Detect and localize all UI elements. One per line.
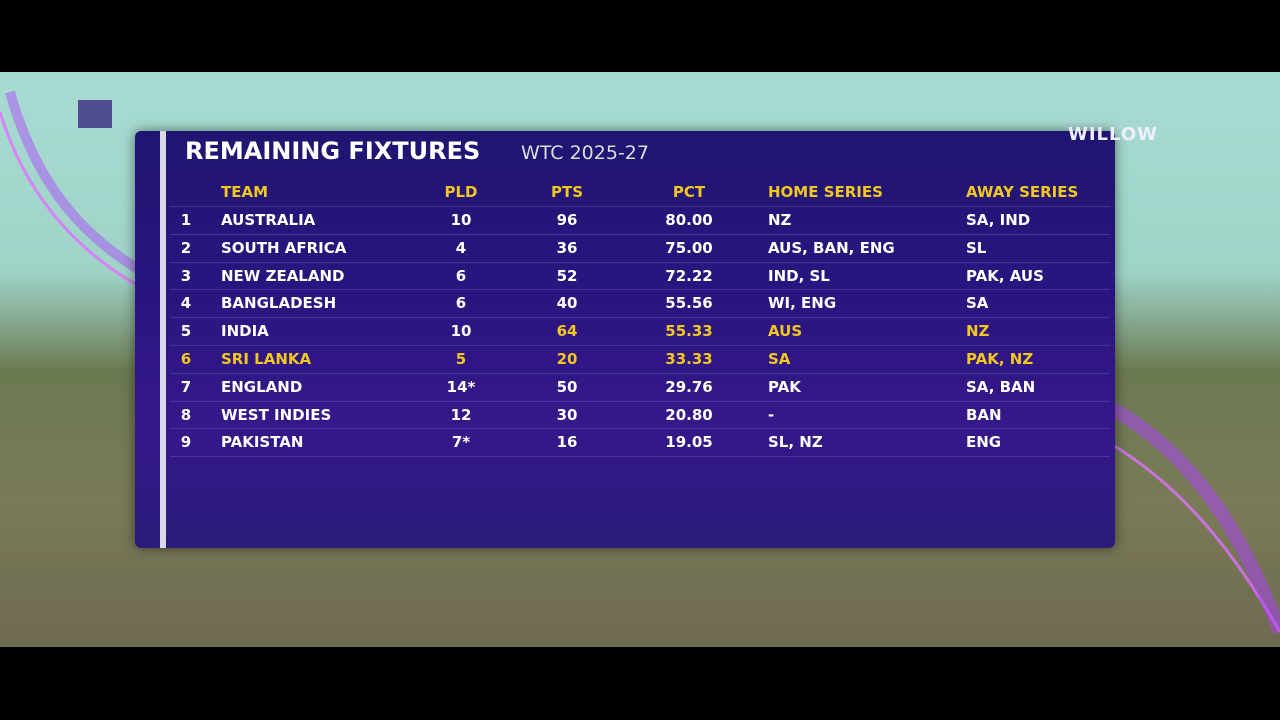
- panel-stripe: [160, 131, 166, 548]
- cell: SL, NZ: [768, 433, 823, 452]
- cell: 6: [180, 350, 192, 368]
- cell: 20.80: [665, 405, 713, 424]
- cell: 55.33: [665, 322, 713, 341]
- cell: SRI LANKA: [221, 350, 312, 368]
- cell: 20: [556, 350, 578, 368]
- cell: 2: [180, 238, 192, 257]
- cell: NEW ZEALAND: [221, 266, 345, 285]
- cell: PAK, NZ: [966, 350, 1034, 368]
- cell: 10: [450, 211, 472, 229]
- cell: ENG: [966, 433, 1002, 452]
- panel: [135, 131, 1115, 548]
- column-header: AWAY SERIES: [966, 183, 1079, 201]
- cell: NZ: [768, 211, 792, 229]
- cell: SOUTH AFRICA: [221, 238, 347, 257]
- cell: 55.56: [665, 294, 713, 313]
- cell: 4: [180, 294, 192, 313]
- cell: 19.05: [665, 433, 713, 452]
- cell: IND, SL: [768, 266, 830, 285]
- row-separator: [170, 317, 1110, 319]
- cell: ENGLAND: [221, 377, 303, 396]
- cell: PAKISTAN: [221, 433, 304, 452]
- row-separator: [170, 233, 1110, 235]
- cell: 7: [180, 377, 192, 396]
- cell: 4: [455, 238, 467, 257]
- cell: 9: [180, 433, 192, 452]
- cell: -: [768, 405, 775, 424]
- row-separator: [170, 372, 1110, 374]
- cell: BANGLADESH: [221, 294, 337, 313]
- column-header: HOME SERIES: [768, 183, 883, 201]
- cell: 96: [556, 211, 578, 229]
- cell: 72.22: [665, 266, 713, 285]
- cell: AUS, BAN, ENG: [768, 238, 895, 257]
- column-header: PTS: [550, 183, 584, 201]
- cell: 1: [180, 211, 192, 229]
- cell: SA, BAN: [966, 377, 1036, 396]
- cell: 36: [556, 238, 578, 257]
- row-separator: [170, 206, 1110, 207]
- row-separator: [170, 456, 1110, 458]
- cell: 5: [455, 350, 467, 368]
- cell: 6: [455, 294, 467, 313]
- cell: AUS: [768, 322, 803, 341]
- cell: 16: [556, 433, 578, 452]
- cell: PAK, AUS: [966, 266, 1044, 285]
- cell: SL: [966, 238, 987, 257]
- cell: 52: [556, 266, 578, 285]
- column-header: TEAM: [221, 183, 269, 201]
- cell: 8: [180, 405, 192, 424]
- cell: PAK: [768, 377, 801, 396]
- cell: SA: [768, 350, 791, 368]
- cell: 7*: [451, 433, 471, 452]
- cell: 80.00: [665, 211, 713, 229]
- cell: 6: [455, 266, 467, 285]
- column-header: PCT: [672, 183, 706, 201]
- cell: 40: [556, 294, 578, 313]
- row-separator: [170, 261, 1110, 263]
- cell: WI, ENG: [768, 294, 837, 313]
- subtitle: WTC 2025-27: [521, 142, 649, 164]
- cell: 12: [450, 405, 472, 424]
- cell: BAN: [966, 405, 1002, 424]
- cell: 75.00: [665, 238, 713, 257]
- cell: 14*: [446, 377, 476, 396]
- cell: 33.33: [665, 350, 713, 368]
- cell: NZ: [966, 322, 990, 341]
- row-separator: [170, 428, 1110, 430]
- row-separator: [170, 289, 1110, 291]
- cell: SA, IND: [966, 211, 1031, 229]
- cell: 50: [556, 377, 578, 396]
- cell: 5: [180, 322, 192, 341]
- cell: WEST INDIES: [221, 405, 332, 424]
- row-separator: [170, 345, 1110, 346]
- cell: 30: [556, 405, 578, 424]
- cell: 3: [180, 266, 192, 285]
- cell: 29.76: [665, 377, 713, 396]
- cell: SA: [966, 294, 989, 313]
- title: REMAINING FIXTURES: [185, 137, 481, 165]
- row-separator: [170, 400, 1110, 402]
- column-header: PLD: [444, 183, 478, 201]
- cell: INDIA: [221, 322, 269, 341]
- cell: 64: [556, 322, 578, 341]
- cell: AUSTRALIA: [221, 211, 316, 229]
- logo: WILLOW: [1068, 124, 1159, 145]
- cell: 10: [450, 322, 472, 341]
